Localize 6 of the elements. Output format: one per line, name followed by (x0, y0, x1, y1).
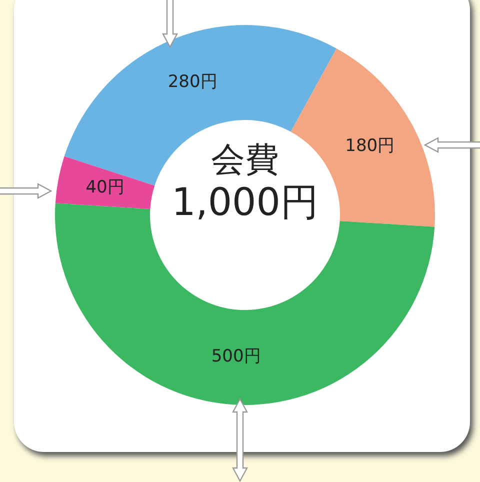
text: 1,000円 (170, 180, 320, 224)
data-label: 180円 (345, 136, 395, 156)
data-label: 500円 (211, 346, 261, 367)
data-label: 40円 (86, 178, 124, 198)
text: 会費 (210, 140, 280, 180)
data-label: 280円 (168, 72, 218, 92)
